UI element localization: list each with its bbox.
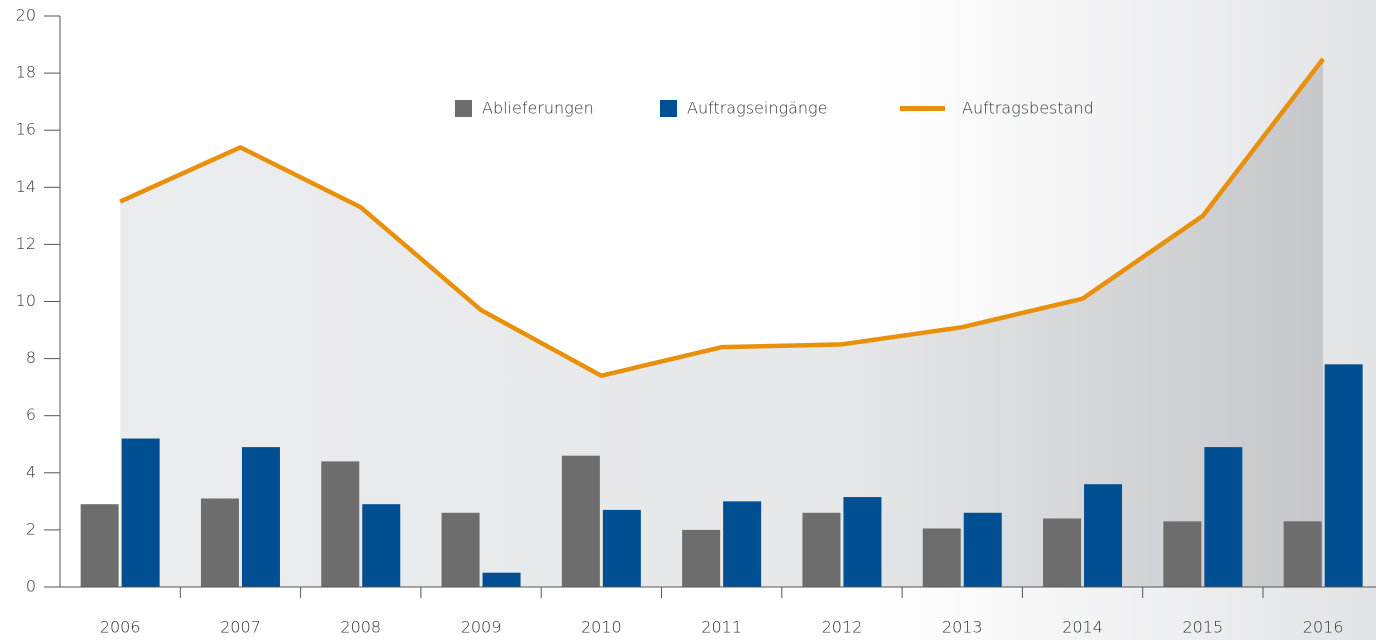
bar — [1084, 484, 1123, 587]
bar — [843, 497, 882, 587]
y-tick-label: 14 — [16, 177, 36, 196]
x-tick-label: 2008 — [340, 618, 381, 637]
bar — [1043, 518, 1082, 587]
legend-swatch — [455, 100, 472, 117]
legend-label: Auftragsbestand — [962, 99, 1094, 118]
bar — [200, 498, 239, 587]
legend-label: Auftragseingänge — [687, 99, 827, 118]
y-tick-label: 6 — [26, 405, 36, 424]
bar — [80, 504, 119, 587]
legend-label: Ablieferungen — [482, 99, 594, 118]
y-tick-label: 2 — [26, 519, 36, 538]
y-tick-label: 4 — [26, 462, 36, 481]
y-tick-label: 18 — [16, 63, 36, 82]
x-tick-label: 2007 — [220, 618, 261, 637]
y-tick-label: 20 — [16, 6, 36, 25]
bar — [1163, 521, 1202, 587]
x-tick-label: 2011 — [701, 618, 742, 637]
bar — [802, 512, 841, 587]
y-tick-label: 0 — [26, 577, 36, 596]
bar — [723, 501, 762, 587]
x-tick-label: 2013 — [942, 618, 983, 637]
bar — [121, 438, 160, 587]
y-tick-label: 8 — [26, 348, 36, 367]
y-tick-label: 10 — [16, 291, 36, 310]
bar — [1204, 447, 1243, 587]
bar — [441, 512, 480, 587]
bar — [321, 461, 360, 587]
y-tick-label: 12 — [16, 234, 36, 253]
x-tick-label: 2015 — [1182, 618, 1223, 637]
bar — [482, 572, 521, 587]
x-tick-label: 2016 — [1303, 618, 1344, 637]
bar — [362, 504, 401, 587]
legend-swatch — [660, 100, 677, 117]
bar — [922, 528, 961, 587]
bar — [241, 447, 280, 587]
bar — [963, 512, 1002, 587]
bar — [602, 509, 641, 587]
line-area — [120, 58, 1324, 587]
line — [119, 57, 1325, 378]
y-tick-label: 16 — [16, 120, 36, 139]
bar — [561, 455, 600, 587]
bar — [1283, 521, 1322, 587]
x-tick-label: 2012 — [822, 618, 863, 637]
bar — [1324, 364, 1363, 587]
x-tick-label: 2014 — [1062, 618, 1103, 637]
legend-swatch — [900, 106, 945, 111]
bar — [682, 529, 721, 587]
x-tick-label: 2009 — [461, 618, 502, 637]
x-tick-label: 2006 — [100, 618, 141, 637]
x-tick-label: 2010 — [581, 618, 622, 637]
